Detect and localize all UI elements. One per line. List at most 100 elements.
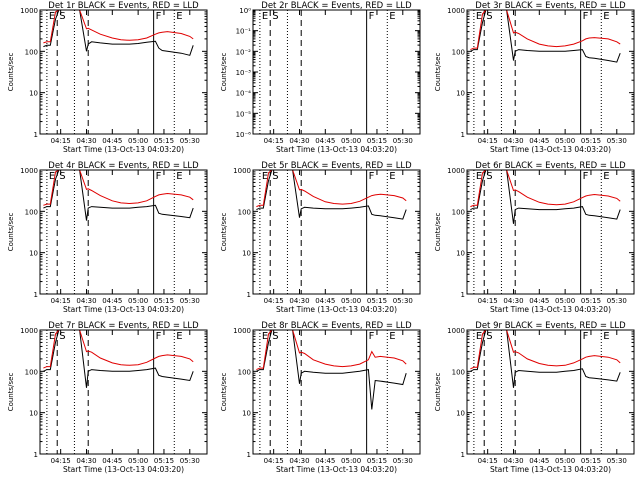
boundary-label: S — [486, 331, 492, 342]
series-line-lld — [43, 169, 194, 206]
y-tick-label: 100 — [452, 368, 465, 376]
x-tick-label: 04:15 — [478, 137, 498, 145]
chart-title: Det 4r BLACK = Events, RED = LLD — [48, 161, 199, 171]
boundary-label: E — [476, 331, 482, 342]
x-tick-label: 05:30 — [180, 457, 200, 465]
series-line-events — [470, 169, 621, 224]
y-tick-label: 10 — [29, 410, 38, 418]
x-tick-label: 05:30 — [393, 297, 413, 305]
boundary-label: S — [486, 171, 492, 182]
x-tick-label: 05:30 — [607, 457, 627, 465]
series-line-events — [470, 9, 621, 63]
y-tick-label: 1000 — [20, 167, 38, 175]
x-tick-label: 05:15 — [581, 457, 601, 465]
boundary-label: S — [59, 11, 65, 22]
boundary-label: F — [369, 171, 375, 182]
series-line-lld — [470, 9, 621, 51]
y-tick-label: 10 — [456, 90, 465, 98]
boundary-label: E — [49, 11, 55, 22]
chart-title: Det 7r BLACK = Events, RED = LLD — [48, 321, 199, 331]
y-tick-label: 1 — [461, 131, 465, 139]
x-tick-label: 05:00 — [341, 297, 361, 305]
series-line-lld — [43, 329, 194, 369]
x-axis-label: Start Time (13-Oct-13 04:03:20) — [63, 305, 184, 314]
series-line-events — [256, 169, 407, 220]
y-tick-label: 100 — [25, 368, 38, 376]
y-tick-label: 10⁻⁴ — [236, 90, 252, 98]
x-tick-label: 05:15 — [581, 297, 601, 305]
series-line-events — [470, 329, 621, 388]
y-tick-label: 10⁻² — [236, 48, 252, 56]
y-tick-label: 10⁻³ — [236, 69, 252, 77]
x-tick-label: 04:45 — [315, 457, 335, 465]
y-tick-label: 100 — [25, 208, 38, 216]
x-axis-label: Start Time (13-Oct-13 04:03:20) — [63, 145, 184, 154]
y-tick-label: 10⁻¹ — [236, 28, 252, 36]
y-axis-label: Counts/sec — [220, 213, 228, 252]
boundary-label: E — [389, 11, 395, 22]
y-tick-label: 1000 — [447, 327, 465, 335]
x-tick-label: 04:45 — [102, 297, 122, 305]
boundary-label: E — [176, 331, 182, 342]
x-tick-label: 04:30 — [503, 297, 523, 305]
boundary-label: F — [583, 171, 589, 182]
x-tick-label: 05:15 — [367, 457, 387, 465]
boundary-label: E — [476, 11, 482, 22]
x-tick-label: 05:15 — [367, 137, 387, 145]
x-tick-label: 04:45 — [102, 457, 122, 465]
x-tick-label: 05:00 — [555, 297, 575, 305]
x-tick-label: 05:15 — [154, 457, 174, 465]
boundary-label: F — [583, 11, 589, 22]
x-tick-label: 05:15 — [367, 297, 387, 305]
x-tick-label: 05:00 — [555, 457, 575, 465]
x-tick-label: 04:30 — [76, 457, 96, 465]
y-axis-label: Counts/sec — [434, 53, 442, 92]
y-tick-label: 1000 — [447, 7, 465, 15]
x-axis-label: Start Time (13-Oct-13 04:03:20) — [490, 305, 611, 314]
boundary-label: S — [272, 171, 278, 182]
x-tick-label: 04:30 — [76, 297, 96, 305]
series-line-lld — [43, 9, 194, 44]
y-tick-label: 1 — [247, 291, 251, 299]
x-tick-label: 04:30 — [503, 457, 523, 465]
x-tick-label: 04:45 — [529, 457, 549, 465]
series-line-events — [43, 9, 194, 56]
plot-frame — [39, 169, 208, 295]
x-tick-label: 04:15 — [264, 297, 284, 305]
x-axis-label: Start Time (13-Oct-13 04:03:20) — [63, 465, 184, 474]
y-tick-label: 100 — [238, 208, 251, 216]
x-tick-label: 04:45 — [529, 297, 549, 305]
boundary-label: F — [369, 11, 375, 22]
y-axis-label: Counts/sec — [434, 213, 442, 252]
x-tick-label: 05:15 — [581, 137, 601, 145]
x-tick-label: 04:15 — [264, 457, 284, 465]
y-tick-label: 10 — [29, 250, 38, 258]
boundary-label: E — [176, 11, 182, 22]
y-tick-label: 10⁰ — [239, 7, 251, 15]
x-axis-label: Start Time (13-Oct-13 04:03:20) — [490, 465, 611, 474]
y-tick-label: 100 — [452, 48, 465, 56]
y-tick-label: 10 — [242, 250, 251, 258]
x-tick-label: 04:15 — [478, 297, 498, 305]
chart-title: Det 3r BLACK = Events, RED = LLD — [475, 1, 626, 11]
x-tick-label: 05:30 — [607, 297, 627, 305]
y-tick-label: 1000 — [20, 7, 38, 15]
y-axis-label: Counts/sec — [434, 373, 442, 412]
y-tick-label: 10 — [456, 410, 465, 418]
chart-title: Det 5r BLACK = Events, RED = LLD — [261, 161, 412, 171]
series-line-lld — [256, 169, 407, 208]
x-tick-label: 05:30 — [180, 297, 200, 305]
boundary-label: F — [583, 331, 589, 342]
chart-title: Det 1r BLACK = Events, RED = LLD — [48, 1, 199, 11]
series-line-lld — [470, 329, 621, 370]
x-tick-label: 04:45 — [315, 297, 335, 305]
y-axis-label: Counts/sec — [7, 213, 15, 252]
series-line-events — [256, 329, 407, 410]
boundary-label: E — [389, 171, 395, 182]
